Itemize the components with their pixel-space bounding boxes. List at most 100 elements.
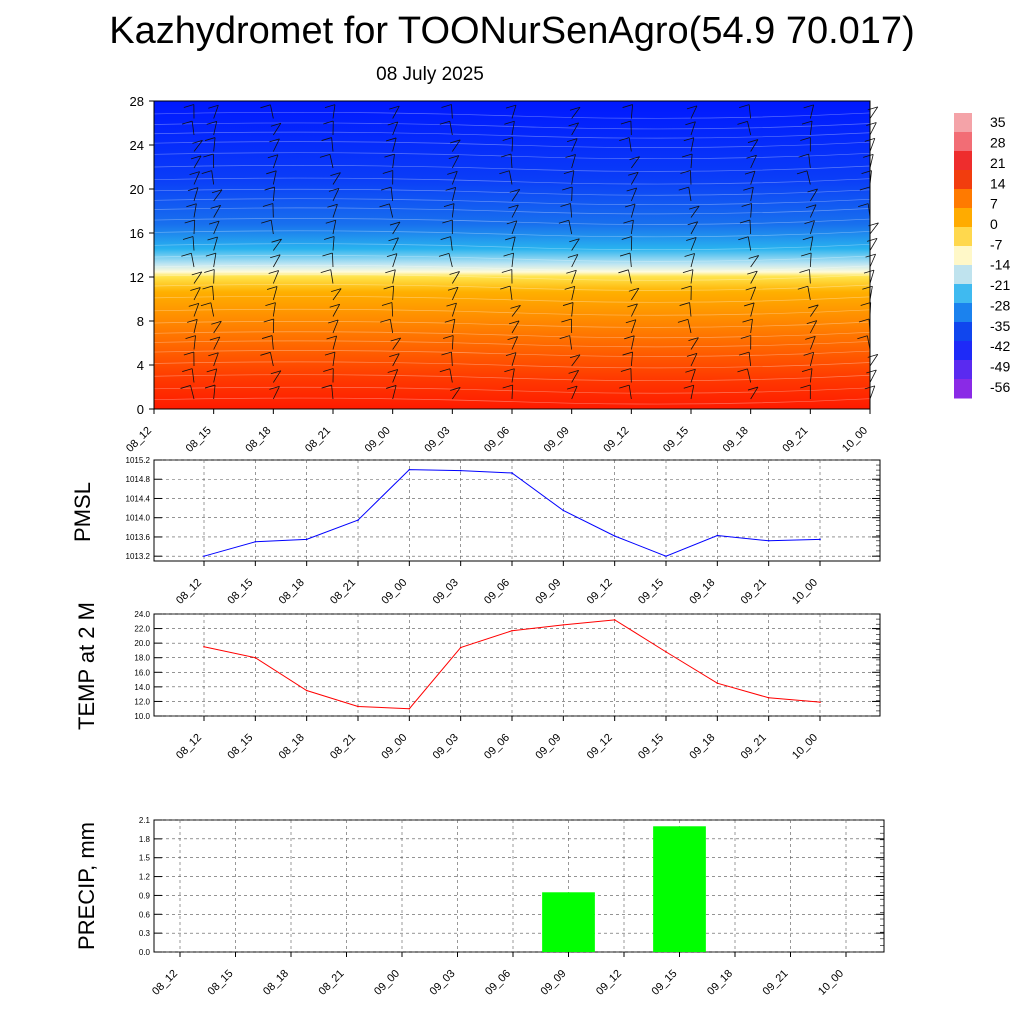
data-point — [716, 534, 719, 537]
wind-barb-flag — [683, 384, 694, 389]
y-tick-label: 0.3 — [139, 929, 151, 938]
wind-barb — [389, 319, 394, 334]
wind-barb-flag — [188, 302, 199, 307]
wind-barb — [273, 238, 282, 251]
wind-barb — [809, 253, 812, 268]
heatmap-x-tick-label: 09_21 — [780, 425, 810, 455]
wind-barb — [690, 121, 696, 136]
wind-barb — [332, 236, 335, 251]
wind-barb — [869, 222, 879, 235]
heatmap-x-tick-label: 10_00 — [840, 425, 870, 455]
x-tick-label: 08_15 — [206, 968, 236, 998]
contour-line — [153, 397, 871, 405]
wind-barb — [332, 188, 340, 202]
wind-barb-flag — [264, 186, 275, 191]
y-axis-label: PMSL — [70, 482, 95, 542]
panel-frame — [153, 613, 881, 717]
data-point — [357, 705, 359, 708]
x-tick-label: 09_15 — [650, 968, 680, 998]
wind-barb — [392, 385, 397, 400]
wind-barb-flag — [804, 220, 815, 225]
wind-barb-flag — [450, 387, 461, 391]
wind-barb-flag — [569, 354, 581, 359]
wind-barb-flag — [211, 189, 223, 194]
wind-barb — [212, 286, 215, 301]
wind-barb-flag — [802, 236, 813, 241]
wind-barb-flag — [505, 104, 517, 109]
wind-barb — [392, 353, 400, 367]
contour-line — [153, 321, 871, 328]
wind-barb — [392, 237, 399, 251]
x-tick-label: 09_12 — [585, 577, 615, 607]
wind-barb-flag — [389, 221, 401, 226]
wind-barb — [452, 139, 461, 152]
wind-barb — [272, 187, 275, 202]
wind-barb-flag — [384, 153, 395, 158]
wind-barb — [511, 352, 517, 367]
wind-barb-flag — [269, 386, 280, 390]
wind-barb-flag — [620, 368, 632, 372]
x-tick-label: 09_03 — [428, 968, 458, 998]
x-tick-label: 08_21 — [328, 577, 358, 607]
y-tick-label: 1014.0 — [126, 514, 151, 523]
wind-barb — [213, 220, 220, 235]
wind-barb — [571, 270, 577, 284]
colorbar-label: 14 — [990, 175, 1006, 191]
wind-barb — [690, 205, 700, 218]
wind-barb — [272, 122, 282, 136]
wind-barb — [451, 352, 453, 367]
contour-line — [153, 374, 871, 382]
wind-barb — [750, 203, 753, 218]
wind-barb — [213, 321, 222, 334]
wind-barb-flag — [184, 219, 195, 224]
y-axis-label: TEMP at 2 M — [74, 602, 99, 730]
x-tick-label: 09_12 — [585, 732, 615, 762]
colorbar-segment — [954, 284, 972, 304]
wind-barb-flag — [797, 285, 808, 290]
wind-barb — [213, 336, 221, 350]
wind-barb — [511, 384, 514, 400]
heatmap-y-tick-label: 4 — [137, 358, 144, 373]
heatmap-x-tick-label: 08_21 — [303, 425, 333, 455]
data-point — [665, 651, 667, 653]
wind-barb — [631, 156, 640, 169]
wind-barb — [511, 336, 518, 350]
wind-barb-flag — [183, 104, 194, 108]
wind-barb — [630, 319, 637, 334]
wind-barb-flag — [564, 285, 575, 290]
wind-barb-flag — [805, 204, 817, 209]
wind-barb — [213, 352, 219, 367]
wind-barb — [213, 253, 217, 268]
data-point — [203, 645, 205, 648]
wind-barb — [331, 385, 334, 400]
colorbar-segment — [954, 208, 972, 228]
precip-bar — [542, 892, 595, 952]
data-point — [562, 624, 565, 626]
wind-barb-flag — [509, 188, 520, 193]
wind-barb-flag — [331, 288, 342, 292]
wind-barb-flag — [204, 384, 216, 389]
wind-barb-flag — [506, 220, 517, 225]
colorbar-segment — [954, 246, 972, 266]
wind-barb-flag — [271, 238, 282, 243]
wind-barb-flag — [320, 269, 331, 274]
wind-barb — [809, 220, 815, 235]
colorbar-label: -28 — [990, 297, 1010, 313]
wind-barb-flag — [267, 154, 278, 159]
wind-barb-flag — [379, 203, 390, 208]
wind-barb-flag — [629, 156, 640, 161]
wind-barb — [630, 187, 638, 202]
wind-barb — [750, 155, 757, 169]
data-point — [767, 696, 770, 699]
wind-barb-flag — [622, 104, 633, 108]
wind-barb-flag — [510, 304, 521, 309]
y-tick-label: 24.0 — [134, 610, 150, 619]
wind-barb-flag — [381, 302, 393, 306]
wind-barb — [690, 105, 698, 119]
wind-barb-flag — [567, 254, 578, 258]
wind-barb — [810, 304, 819, 317]
contour-line — [153, 152, 871, 160]
x-tick-label: 09_09 — [533, 732, 563, 762]
y-tick-label: 1014.4 — [126, 494, 151, 503]
wind-barb-flag — [621, 236, 632, 240]
